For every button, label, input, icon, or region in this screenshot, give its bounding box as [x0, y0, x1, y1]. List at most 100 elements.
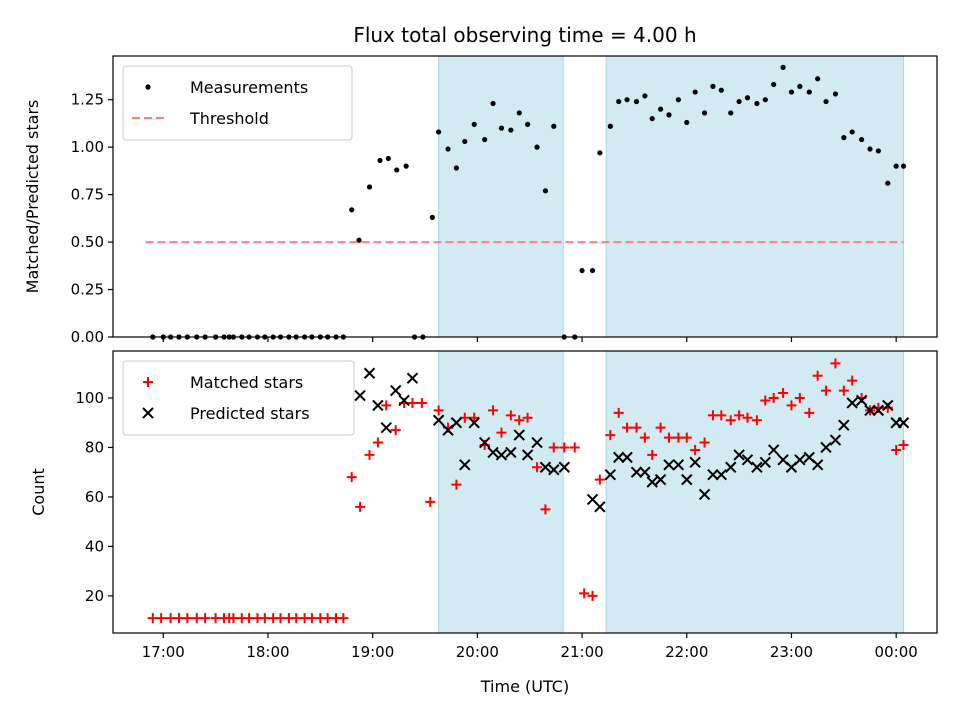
- data-point: [736, 98, 742, 105]
- legend-label: Measurements: [190, 78, 308, 97]
- data-point: [864, 404, 876, 417]
- data-point: [872, 404, 885, 417]
- legend-marker: [143, 377, 153, 387]
- data-point: [579, 588, 590, 599]
- data-point: [751, 461, 763, 473]
- legend: Matched stars Predicted stars: [122, 360, 355, 436]
- data-point: [797, 83, 803, 89]
- series-predicted-stars: [354, 367, 910, 513]
- data-point: [338, 613, 349, 624]
- data-point: [762, 97, 768, 103]
- data-point: [355, 501, 366, 512]
- legend-entry: Threshold: [132, 109, 269, 128]
- data-point: [516, 110, 522, 116]
- data-point: [385, 155, 391, 162]
- data-point: [471, 121, 477, 127]
- data-point: [639, 466, 651, 478]
- data-point: [893, 163, 899, 169]
- data-point: [505, 410, 516, 421]
- data-point: [594, 501, 606, 513]
- legend-marker: [145, 84, 151, 90]
- data-point: [451, 479, 462, 490]
- panel-top: 0.00 0.25 0.50 0.75 1.00 1.25 Matched/Predicte…: [23, 55, 938, 346]
- data-point: [767, 444, 780, 456]
- data-point: [228, 613, 239, 624]
- data-point: [407, 397, 418, 408]
- data-point: [381, 400, 392, 411]
- data-point: [372, 399, 384, 412]
- legend-label: Predicted stars: [190, 404, 310, 423]
- data-point: [394, 167, 400, 173]
- data-point: [630, 466, 643, 478]
- data-point: [846, 397, 858, 409]
- data-point: [275, 613, 286, 624]
- data-point: [377, 157, 383, 164]
- data-point: [657, 106, 664, 112]
- data-point: [594, 474, 605, 485]
- data-point: [830, 358, 841, 369]
- data-point: [759, 456, 771, 469]
- chart-title: Flux total observing time = 4.00 h: [353, 23, 696, 47]
- x-tick-label: 23:00: [770, 643, 813, 661]
- data-point: [356, 237, 362, 243]
- observing-interval-shade: [438, 55, 564, 338]
- data-point: [200, 613, 211, 624]
- data-point: [823, 98, 829, 105]
- data-point: [450, 417, 463, 429]
- data-point: [754, 100, 760, 107]
- data-point: [559, 442, 570, 453]
- y-tick-label: 100: [75, 389, 104, 407]
- observing-interval-shade: [438, 350, 564, 634]
- data-point: [416, 397, 427, 408]
- data-point: [778, 388, 789, 399]
- data-point: [859, 136, 865, 143]
- data-point: [406, 372, 419, 384]
- data-point: [751, 415, 762, 426]
- y-tick-label: 1.00: [71, 138, 104, 156]
- data-point: [624, 97, 630, 103]
- data-point: [165, 613, 176, 624]
- data-point: [389, 384, 402, 397]
- data-point: [548, 464, 560, 476]
- data-point: [354, 389, 366, 402]
- data-point: [488, 405, 499, 416]
- data-point: [715, 468, 728, 481]
- data-point: [649, 116, 655, 122]
- x-tick-label: 00:00: [875, 643, 918, 661]
- data-point: [482, 136, 488, 143]
- data-point: [815, 76, 821, 82]
- data-point: [429, 214, 435, 220]
- y-tick-label: 40: [85, 537, 104, 555]
- y-tick-label: 0.75: [71, 186, 104, 204]
- data-point: [487, 446, 499, 459]
- y-tick-label: 0.00: [71, 328, 104, 346]
- data-point: [780, 64, 786, 70]
- data-point: [768, 393, 779, 403]
- series-matched-stars: [147, 358, 909, 624]
- data-point: [597, 150, 603, 156]
- data-point: [306, 613, 317, 624]
- data-point: [673, 432, 684, 443]
- data-point: [692, 89, 698, 95]
- data-point: [244, 613, 255, 624]
- legend-box: [122, 360, 355, 436]
- data-point: [522, 412, 533, 423]
- data-point: [642, 93, 648, 99]
- data-point: [689, 456, 701, 469]
- data-point: [498, 125, 505, 131]
- data-point: [832, 91, 839, 97]
- data-point: [468, 417, 480, 429]
- data-point: [891, 444, 902, 455]
- data-point: [542, 188, 549, 194]
- data-point: [346, 472, 357, 483]
- data-point: [718, 87, 724, 93]
- data-point: [788, 89, 795, 95]
- data-point: [579, 267, 585, 274]
- legend-entry: Matched stars: [143, 373, 303, 392]
- data-point: [760, 395, 771, 406]
- data-point: [182, 613, 193, 624]
- data-point: [900, 163, 907, 169]
- data-point: [882, 399, 894, 412]
- data-point: [741, 454, 754, 466]
